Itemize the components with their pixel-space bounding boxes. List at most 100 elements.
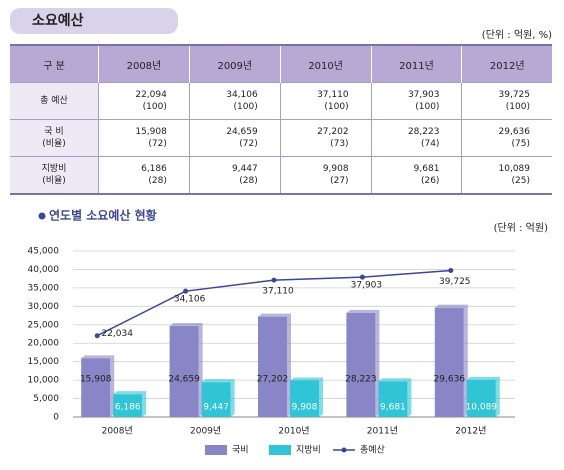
unit-note: (단위 : 억원, %)	[481, 30, 552, 41]
y-tick-label: 35,000	[28, 283, 60, 293]
cell-line: (28)	[148, 176, 167, 186]
cell-line: (100)	[142, 102, 167, 112]
label-line: 총 예산	[40, 96, 68, 106]
legend-label: 국비	[232, 445, 249, 456]
x-tick-label: 2010년	[278, 426, 309, 437]
table-cell: 22,094 (100)	[98, 82, 190, 120]
cell-line: (74)	[420, 139, 440, 149]
bar-label: 15,908	[80, 375, 112, 385]
y-tick-label: 0	[53, 413, 59, 423]
bar-depth	[113, 391, 147, 417]
cell-line: (73)	[330, 139, 349, 149]
y-tick-label: 40,000	[28, 265, 60, 275]
bar-depth	[81, 355, 115, 417]
table-cell: 34,106 (100)	[188, 82, 281, 120]
table-cell: 10,089 (25)	[461, 156, 552, 194]
cell-line: 10,089	[498, 164, 531, 174]
cell-line: 37,903	[407, 90, 440, 100]
header-cell: 2008년	[98, 45, 190, 83]
header-cell: 2009년	[188, 45, 281, 83]
header-cell: 구 분	[10, 45, 99, 83]
bar	[290, 380, 319, 417]
bar	[169, 326, 199, 417]
line-label: 37,903	[351, 281, 383, 291]
row-label: 국 비 (비율)	[10, 119, 99, 157]
cell-line: (100)	[415, 102, 440, 112]
bar	[258, 316, 287, 417]
cell-line: 28,223	[407, 127, 440, 137]
table-cell: 15,908 (72)	[98, 119, 190, 157]
bar-depth	[169, 323, 203, 417]
cell-line: (25)	[511, 176, 530, 186]
bar	[346, 312, 376, 417]
bar-depth	[434, 304, 468, 417]
bar	[113, 394, 143, 417]
cell-line: (26)	[420, 176, 440, 186]
line-point	[359, 274, 365, 280]
table-cell: 37,903 (100)	[370, 82, 462, 120]
bar-label: 24,659	[168, 375, 200, 385]
bar-depth	[466, 376, 500, 417]
cell-line: 27,202	[317, 127, 349, 137]
table-cell: 27,202 (73)	[279, 119, 372, 157]
line-point	[94, 333, 100, 339]
cell-line: (72)	[239, 139, 258, 149]
bar-label: 29,636	[434, 375, 466, 385]
header-cell: 2010년	[279, 45, 372, 83]
y-tick-label: 5,000	[33, 394, 59, 404]
line-label: 39,725	[439, 277, 471, 287]
cell-line: 6,186	[141, 164, 167, 174]
chart: 연도별 소요예산 현황 (단위 : 억원) 0 5,000 10,000 15,000…	[28, 208, 549, 456]
cell-line: 29,636	[498, 127, 531, 137]
x-tick-label: 2008년	[102, 426, 133, 437]
table-cell: 39,725 (100)	[461, 82, 552, 120]
bar	[378, 381, 408, 417]
table-cell: 29,636 (75)	[461, 119, 552, 157]
line-point	[448, 267, 454, 273]
cell-line: 24,659	[226, 127, 258, 137]
table-cell: 9,908 (27)	[279, 156, 372, 194]
header-cell: 2011년	[370, 45, 462, 83]
line-label: 37,110	[262, 287, 294, 297]
y-tick-label: 20,000	[28, 339, 60, 349]
section-title: 소요예산	[10, 8, 178, 34]
x-tick-label: 2012년	[455, 426, 486, 437]
cell-line: 39,725	[498, 90, 531, 100]
bar	[201, 382, 231, 417]
bar-depth	[346, 309, 380, 417]
cell-line: (72)	[148, 139, 167, 149]
bar	[434, 307, 464, 417]
row-label: 지방비 (비율)	[10, 156, 99, 194]
cell-line: 9,681	[413, 164, 440, 174]
bar-label: 28,223	[345, 375, 377, 385]
label-line: 지방비	[41, 164, 67, 174]
table-row: 총 예산 22,094 (100) 34,106 (100) 37,110 (100) 37,…	[10, 82, 552, 120]
title-bullet	[38, 212, 46, 220]
bar-label: 9,447	[203, 403, 229, 413]
y-tick-label: 25,000	[28, 320, 60, 330]
bar-label: 9,908	[292, 403, 318, 413]
bar-depth	[258, 313, 291, 417]
row-label: 총 예산	[10, 82, 99, 120]
bar-label: 9,681	[380, 403, 406, 413]
y-tick-label: 30,000	[28, 302, 60, 312]
cell-line: 37,110	[317, 90, 349, 100]
table-cell: 9,681 (26)	[370, 156, 462, 194]
header-row: 구 분 2008년 2009년 2010년 2011년 2012년	[10, 45, 552, 83]
line-point	[183, 288, 189, 294]
cell-line: 9,447	[231, 164, 258, 174]
chart-title: 연도별 소요예산 현황	[49, 208, 157, 223]
cell-line: (28)	[239, 176, 258, 186]
bar	[466, 379, 496, 417]
legend-label: 지방비	[296, 445, 321, 456]
legend-swatch	[269, 445, 291, 455]
table-cell: 28,223 (74)	[370, 119, 462, 157]
legend-swatch	[205, 445, 227, 455]
legend-dot	[341, 447, 347, 453]
x-tick-label: 2009년	[190, 426, 221, 437]
table-row: 지방비 (비율) 6,186 (28) 9,447 (28) 9,908 (27) 9,681 (…	[10, 156, 552, 194]
bar-label: 10,089	[466, 403, 498, 413]
cell-line: 9,908	[322, 164, 349, 174]
